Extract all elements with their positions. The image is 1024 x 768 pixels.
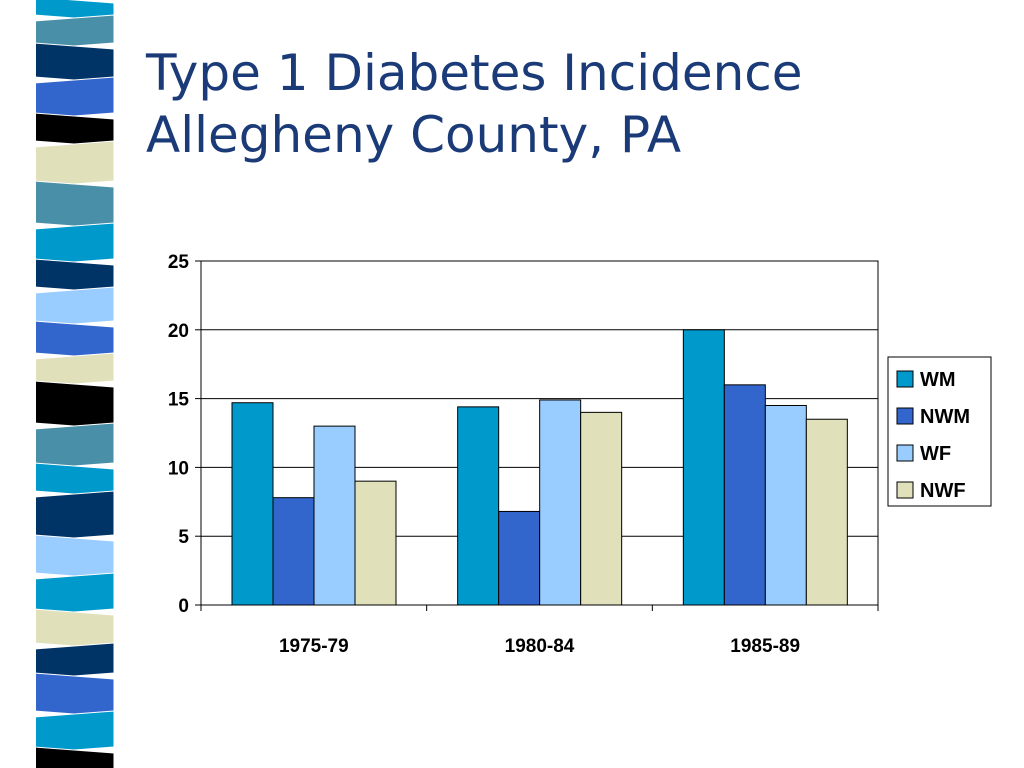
slide-title: Type 1 Diabetes Incidence Allegheny Coun… — [146, 42, 1006, 166]
bar-nwf-1980-84 — [580, 411, 623, 606]
legend-swatch — [896, 370, 914, 388]
y-tick-label: 25 — [168, 252, 190, 273]
y-tick-label: 20 — [168, 321, 189, 342]
slide-title-line-2: Allegheny County, PA — [146, 106, 682, 164]
legend-label: WF — [920, 443, 951, 465]
legend-swatch — [896, 481, 914, 499]
bar-wf-1980-84 — [539, 399, 582, 606]
bar-wf-1975-79 — [313, 425, 356, 606]
legend-label: WM — [920, 369, 956, 391]
x-tick-label: 1985-89 — [730, 636, 800, 657]
slide-title-line-1: Type 1 Diabetes Incidence — [146, 44, 803, 102]
legend-swatch — [896, 444, 914, 462]
bar-wm-1975-79 — [231, 402, 274, 606]
bar-nwf-1975-79 — [354, 480, 397, 606]
y-tick-label: 0 — [178, 596, 189, 617]
bar-wm-1980-84 — [457, 406, 500, 606]
legend: WM NWM WF NWF — [887, 356, 992, 507]
decorative-stripe — [33, 746, 114, 768]
legend-swatch — [896, 407, 914, 425]
bar-nwm-1985-89 — [723, 384, 766, 606]
bar-nwm-1980-84 — [498, 510, 541, 606]
x-tick-label: 1980-84 — [505, 636, 575, 657]
y-tick-label: 15 — [168, 390, 190, 411]
decorative-stripe-band — [30, 0, 114, 768]
bar-nwm-1975-79 — [272, 497, 315, 606]
stripe-band-edge — [30, 0, 36, 768]
x-tick-label: 1975-79 — [279, 636, 349, 657]
bar-nwf-1985-89 — [805, 418, 848, 606]
legend-label: NWF — [920, 480, 966, 502]
bar-wm-1985-89 — [682, 329, 725, 606]
legend-label: NWM — [920, 406, 970, 428]
y-tick-label: 10 — [168, 458, 189, 479]
y-tick-label: 5 — [178, 527, 189, 548]
bar-wf-1985-89 — [764, 404, 807, 606]
